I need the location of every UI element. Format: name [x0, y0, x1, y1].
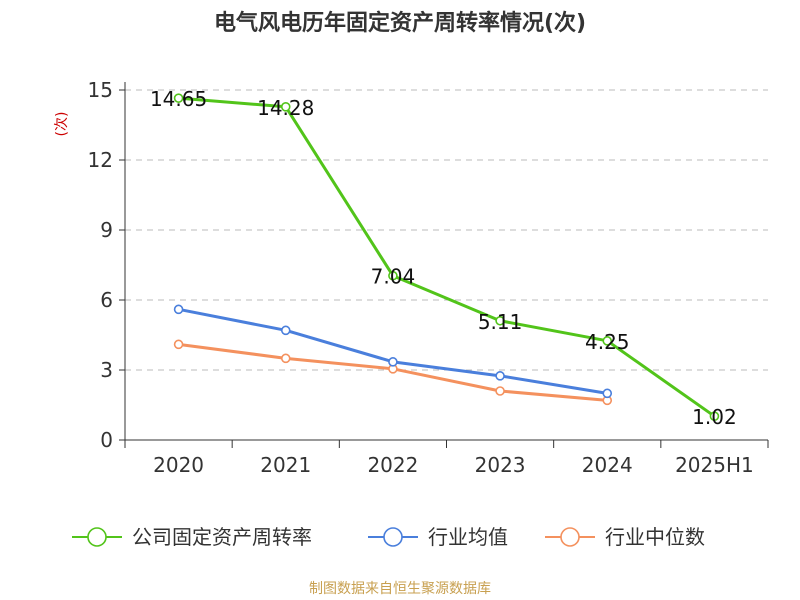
- x-tick-label: 2022: [367, 453, 418, 477]
- data-point: [495, 386, 505, 396]
- x-tick-label: 2020: [153, 453, 204, 477]
- data-point: [173, 304, 184, 315]
- y-tick-label: 6: [100, 288, 113, 312]
- legend-label: 行业均值: [428, 525, 508, 549]
- data-label: 4.25: [585, 330, 630, 354]
- series-layer: 14.65 14.28 7.04 5.11 4.25 1.02: [150, 87, 737, 429]
- y-tick-label: 3: [100, 358, 113, 382]
- series-line: [178, 96, 716, 418]
- legend-label: 行业中位数: [605, 525, 705, 549]
- data-point: [602, 336, 613, 346]
- data-label: 1.02: [692, 405, 737, 429]
- grid: [125, 89, 768, 371]
- data-point: [709, 411, 720, 422]
- x-tick-label: 2024: [582, 453, 633, 477]
- y-tick-label: 12: [88, 148, 113, 172]
- x-tick-label: 2021: [260, 453, 311, 477]
- data-point: [173, 93, 184, 103]
- data-point: [495, 315, 505, 326]
- legend: 公司固定资产周转率 行业均值 行业中位数: [72, 525, 705, 549]
- legend-marker: [87, 527, 107, 547]
- legend-marker: [383, 527, 403, 547]
- x-tick-label: 2025H1: [675, 453, 754, 477]
- data-point: [280, 353, 291, 364]
- source-note: 制图数据来自恒生聚源数据库: [309, 581, 491, 597]
- data-point: [280, 102, 291, 112]
- y-tick-label: 15: [88, 78, 113, 102]
- chart-title: 电气风电历年固定资产周转率情况(次): [214, 10, 586, 36]
- x-tick-label: 2023: [475, 453, 526, 477]
- data-point: [173, 339, 184, 350]
- data-point: [388, 270, 398, 281]
- data-label: 7.04: [371, 265, 416, 289]
- y-tick-label: 0: [100, 428, 113, 452]
- data-label: 14.28: [257, 96, 314, 120]
- data-point: [495, 371, 505, 381]
- data-point: [388, 357, 398, 367]
- legend-label: 公司固定资产周转率: [132, 525, 312, 549]
- data-point: [280, 325, 291, 336]
- data-label: 5.11: [478, 310, 523, 334]
- data-label: 14.65: [150, 87, 207, 111]
- y-axis-label: (次): [54, 112, 70, 137]
- axes: 0 3 6 9 12 15 2020 2021 2022 2023 2024 2025H1: [88, 78, 769, 477]
- legend-marker: [560, 527, 580, 547]
- y-tick-label: 9: [100, 218, 113, 242]
- data-point: [602, 388, 613, 399]
